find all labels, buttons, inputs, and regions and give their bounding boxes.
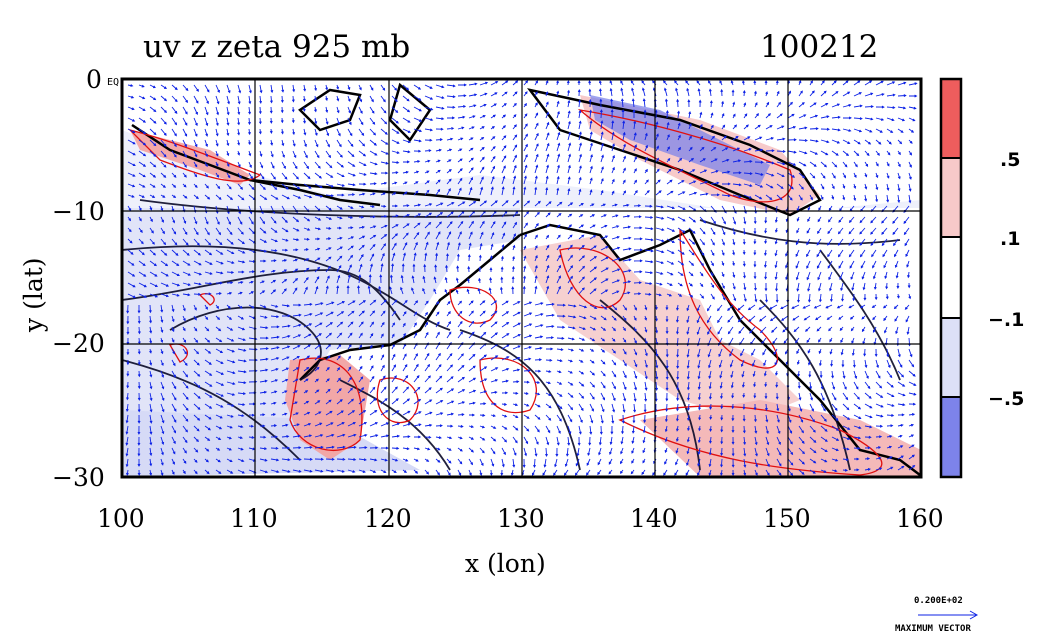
x-tick-100: 100 xyxy=(97,504,145,533)
colorbar-seg-neg-strong xyxy=(941,397,961,477)
coast-borneo xyxy=(298,88,362,132)
colorbar-label-1: .1 xyxy=(1000,228,1020,250)
colorbar-seg-pos-strong xyxy=(941,79,961,158)
x-tick-120: 120 xyxy=(364,504,412,533)
eq-label: EQ xyxy=(107,77,119,88)
height-contours xyxy=(121,199,901,471)
grid-lines xyxy=(122,79,921,477)
colorbar-seg-neutral xyxy=(941,237,961,318)
colorbar-label-2: −.1 xyxy=(988,309,1024,331)
colorbar-frame xyxy=(939,77,963,479)
x-tick-130: 130 xyxy=(497,504,545,533)
y-tick-0: 0 xyxy=(86,65,102,94)
vector-key-value: 0.200E+02 xyxy=(914,596,963,606)
colorbar-seg-pos-weak xyxy=(941,158,961,237)
map-frame xyxy=(120,77,923,479)
coast-australia xyxy=(519,223,921,476)
x-axis: 100 110 120 130 140 150 160 x (lon) xyxy=(97,504,944,578)
y-tick-minus30: −30 xyxy=(52,463,105,492)
wind-vectors xyxy=(125,80,918,476)
neg-region-png xyxy=(590,95,770,185)
x-tick-110: 110 xyxy=(230,504,278,533)
y-axis: 0 EQ −10 −20 −30 y (lat) xyxy=(19,65,119,492)
plot-date: 100212 xyxy=(760,29,878,65)
y-tick-minus10: −10 xyxy=(52,197,105,226)
y-axis-label: y (lat) xyxy=(19,257,48,333)
vector-key-label: MAXIMUM VECTOR xyxy=(895,624,971,634)
y-tick-minus20: −20 xyxy=(52,329,105,358)
vector-key: 0.200E+02 MAXIMUM VECTOR xyxy=(895,596,979,634)
map-panel xyxy=(120,77,923,479)
x-tick-150: 150 xyxy=(763,504,811,533)
wind-vector-field xyxy=(125,80,918,476)
colorbar-seg-neg-weak xyxy=(941,318,961,397)
x-tick-140: 140 xyxy=(630,504,678,533)
plot-title: uv z zeta 925 mb xyxy=(143,29,410,65)
x-axis-label: x (lon) xyxy=(465,549,546,578)
colorbar: .5 .1 −.1 −.5 xyxy=(939,77,1024,479)
pos-region-northaus xyxy=(520,235,800,420)
colorbar-label-3: −.5 xyxy=(988,388,1024,410)
colorbar-label-0: .5 xyxy=(1000,149,1020,171)
coast-java xyxy=(249,178,481,202)
x-tick-160: 160 xyxy=(896,504,944,533)
